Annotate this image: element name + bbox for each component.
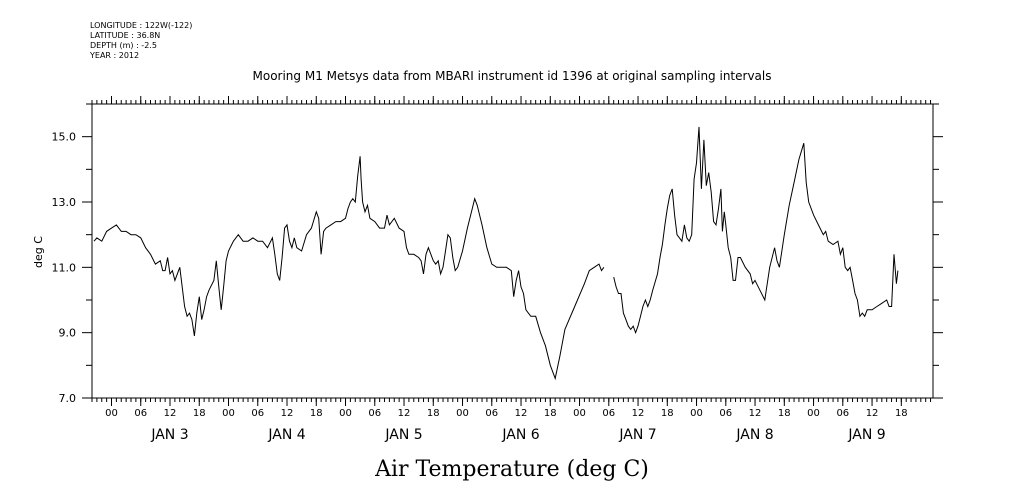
series-line <box>93 156 605 381</box>
y-tick-label: 13.0 <box>52 196 77 209</box>
x-tick-label: 12 <box>866 408 879 419</box>
day-label: JAN 6 <box>501 427 539 443</box>
chart-title: Mooring M1 Metsys data from MBARI instru… <box>253 69 772 83</box>
x-tick-label: 00 <box>105 408 118 419</box>
x-axis-label: Air Temperature (deg C) <box>374 457 649 482</box>
x-tick-label: 00 <box>573 408 586 419</box>
x-tick-label: 18 <box>310 408 323 419</box>
x-tick-label: 12 <box>632 408 645 419</box>
day-label: JAN 5 <box>384 427 422 443</box>
x-tick-label: 06 <box>368 408 381 419</box>
day-labels: JAN 3 JAN 4 JAN 5 JAN 6 JAN 7 JAN 8 JAN 9 <box>150 427 885 443</box>
plot-frame <box>91 103 934 399</box>
x-tick-label: 06 <box>134 408 147 419</box>
x-tick-label: 18 <box>544 408 557 419</box>
x-axis-tick-labels: 00 06 12 18 00 06 12 18 00 06 12 18 00 06 12 18 00 06 12 18… <box>105 408 908 419</box>
day-label: JAN 8 <box>735 427 773 443</box>
year-label: YEAR : 2012 <box>90 51 140 60</box>
latitude-label: LATITUDE : 36.8N <box>90 31 161 40</box>
x-tick-label: 12 <box>281 408 294 419</box>
x-tick-label: 06 <box>836 408 849 419</box>
depth-label: DEPTH (m) : -2.5 <box>90 41 157 50</box>
axis-ticks <box>82 96 943 406</box>
x-tick-label: 06 <box>485 408 498 419</box>
x-tick-label: 06 <box>602 408 615 419</box>
x-tick-label: 18 <box>661 408 674 419</box>
x-tick-label: 00 <box>222 408 235 419</box>
day-label: JAN 4 <box>267 427 305 443</box>
longitude-label: LONGITUDE : 122W(-122) <box>90 21 193 30</box>
x-tick-label: 18 <box>895 408 908 419</box>
y-tick-label: 11.0 <box>52 261 77 274</box>
x-tick-label: 00 <box>807 408 820 419</box>
series-line <box>613 126 899 335</box>
x-tick-label: 12 <box>749 408 762 419</box>
x-tick-label: 12 <box>398 408 411 419</box>
temperature-series <box>93 126 899 381</box>
x-tick-label: 06 <box>251 408 264 419</box>
mooring-metadata: LONGITUDE : 122W(-122) LATITUDE : 36.8N … <box>90 21 192 61</box>
x-tick-label: 00 <box>690 408 703 419</box>
x-tick-label: 12 <box>164 408 177 419</box>
day-label: JAN 3 <box>150 427 188 443</box>
x-tick-label: 18 <box>193 408 206 419</box>
y-axis-tick-labels: 7.0 9.0 11.0 13.0 15.0 <box>52 131 77 405</box>
y-tick-label: 7.0 <box>59 392 77 405</box>
x-tick-label: 18 <box>778 408 791 419</box>
x-tick-label: 00 <box>339 408 352 419</box>
day-label: JAN 9 <box>847 427 885 443</box>
x-tick-label: 12 <box>515 408 528 419</box>
y-tick-label: 9.0 <box>59 327 77 340</box>
x-tick-label: 00 <box>456 408 469 419</box>
x-tick-label: 06 <box>719 408 732 419</box>
y-tick-label: 15.0 <box>52 131 77 144</box>
x-tick-label: 18 <box>427 408 440 419</box>
y-axis-label: deg C <box>32 236 45 268</box>
day-label: JAN 7 <box>618 427 656 443</box>
